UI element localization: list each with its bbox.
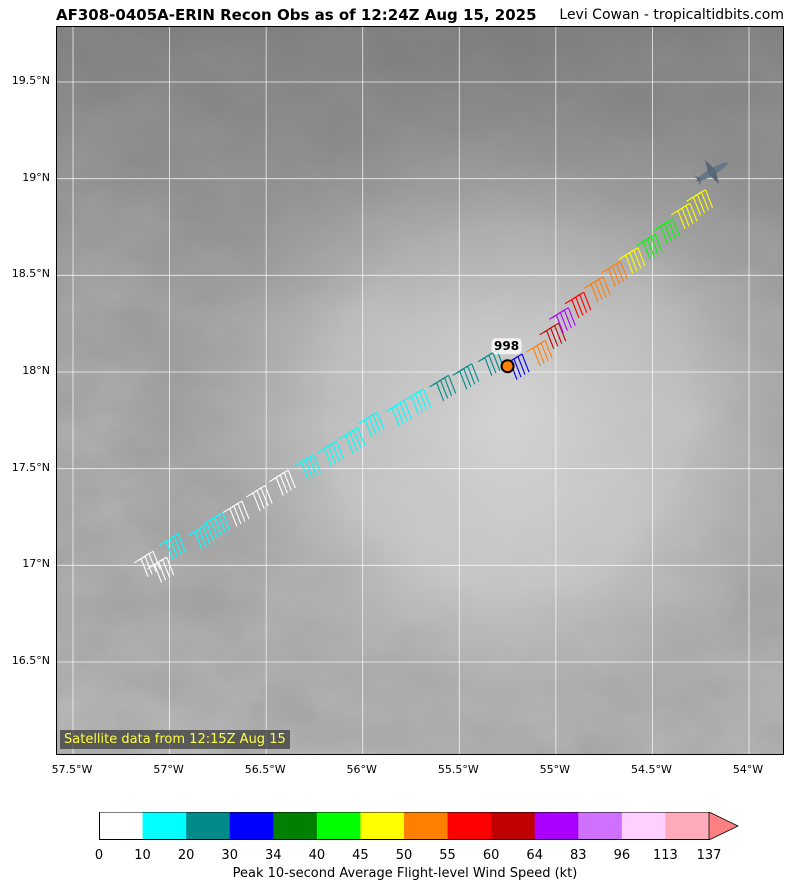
lat-tick-label: 18°N xyxy=(22,364,50,377)
colorbar-tick: 40 xyxy=(308,848,326,863)
lat-tick-label: 19.5°N xyxy=(11,74,50,87)
wind-barb xyxy=(269,469,296,496)
wind-barb xyxy=(601,260,629,288)
map-title: AF308-0405A-ERIN Recon Obs as of 12:24Z … xyxy=(56,6,537,24)
satellite-timestamp-note: Satellite data from 12:15Z Aug 15 xyxy=(60,730,290,749)
wind-barb xyxy=(158,533,186,560)
colorbar-tick: 83 xyxy=(570,848,587,863)
lat-lon-grid xyxy=(57,27,783,754)
colorbar-segment xyxy=(360,812,405,840)
wind-barb xyxy=(203,512,231,539)
colorbar-tick: 64 xyxy=(526,848,543,863)
lon-tick-label: 55.5°W xyxy=(437,763,479,776)
wind-barb xyxy=(317,440,345,467)
colorbar-tick: 34 xyxy=(265,848,282,863)
wind-barb xyxy=(404,388,432,415)
colorbar-segment xyxy=(229,812,274,840)
lat-tick-label: 16.5°N xyxy=(11,654,50,667)
wind-barb xyxy=(338,427,366,454)
wind-barb xyxy=(294,454,321,481)
colorbar-segment xyxy=(621,812,666,840)
colorbar-tick: 96 xyxy=(613,848,631,863)
colorbar-segment xyxy=(316,812,361,840)
colorbar-tick: 55 xyxy=(439,848,456,863)
lon-tick-label: 56.5°W xyxy=(244,763,286,776)
storm-center-group: 998 xyxy=(491,338,522,374)
lon-tick-label: 54.5°W xyxy=(630,763,672,776)
wind-barb xyxy=(525,340,553,367)
recon-map[interactable]: 998 xyxy=(56,26,784,755)
colorbar-segment xyxy=(99,812,144,840)
colorbar-tick: 50 xyxy=(395,848,413,863)
wind-barb xyxy=(636,233,663,260)
colorbar-extend-arrow xyxy=(708,812,739,840)
lon-tick-label: 54°W xyxy=(732,763,764,776)
colorbar-segment xyxy=(447,812,492,840)
lon-tick-label: 57°W xyxy=(153,763,184,776)
wind-barb xyxy=(133,550,161,578)
colorbar-tick: 137 xyxy=(696,848,722,863)
pressure-label-background xyxy=(491,338,522,355)
wind-barb xyxy=(670,202,698,230)
colorbar-segment xyxy=(491,812,536,840)
wind-barb xyxy=(357,411,385,438)
wind-speed-colorbar xyxy=(99,812,739,840)
wind-barb xyxy=(222,500,250,527)
colorbar-outline xyxy=(99,812,709,840)
lat-tick-label: 17.5°N xyxy=(11,460,50,474)
satellite-map-canvas: 998 xyxy=(57,27,783,754)
colorbar-tick: 60 xyxy=(482,848,500,863)
colorbar-segment xyxy=(404,812,449,840)
colorbar-tick: 10 xyxy=(134,848,151,863)
colorbar-segment xyxy=(578,812,623,840)
wind-barb xyxy=(686,189,714,216)
wind-barb xyxy=(549,307,576,334)
airplane-icon xyxy=(694,159,728,186)
colorbar-tick: 20 xyxy=(177,848,195,863)
wind-barb xyxy=(147,556,175,583)
wind-barb xyxy=(384,400,412,427)
wind-barb xyxy=(564,291,592,318)
lat-tick-label: 19°N xyxy=(22,170,50,184)
wind-barb xyxy=(539,322,567,349)
wind-barb-observations xyxy=(133,189,714,583)
lat-tick-label: 17°N xyxy=(22,557,50,571)
colorbar-label: Peak 10-second Average Flight-level Wind… xyxy=(232,866,578,881)
lon-tick-label: 55°W xyxy=(539,763,571,776)
colorbar-tick: 113 xyxy=(653,848,678,863)
lon-tick-label: 57.5°W xyxy=(51,763,93,776)
wind-barb xyxy=(653,218,681,245)
colorbar-tick: 0 xyxy=(94,848,104,863)
colorbar-segment xyxy=(534,812,579,840)
lon-tick-label: 56°W xyxy=(346,763,377,776)
colorbar-tick: 30 xyxy=(221,848,238,863)
wind-barb xyxy=(245,485,273,512)
colorbar-segment xyxy=(273,812,318,840)
central-pressure-label: 998 xyxy=(494,339,519,353)
colorbar-segment xyxy=(186,812,231,840)
wind-barb xyxy=(583,276,611,303)
wind-barb xyxy=(187,523,215,550)
lat-tick-label: 18.5°N xyxy=(11,267,50,281)
wind-barb xyxy=(452,363,480,390)
colorbar-tick: 45 xyxy=(352,848,369,863)
colorbar-segment xyxy=(142,812,187,840)
colorbar-segment xyxy=(665,812,710,840)
storm-center-marker xyxy=(500,359,515,374)
wind-barb xyxy=(429,374,457,402)
author-credit: Levi Cowan - tropicaltidbits.com xyxy=(559,7,784,23)
wind-barb xyxy=(618,247,646,274)
